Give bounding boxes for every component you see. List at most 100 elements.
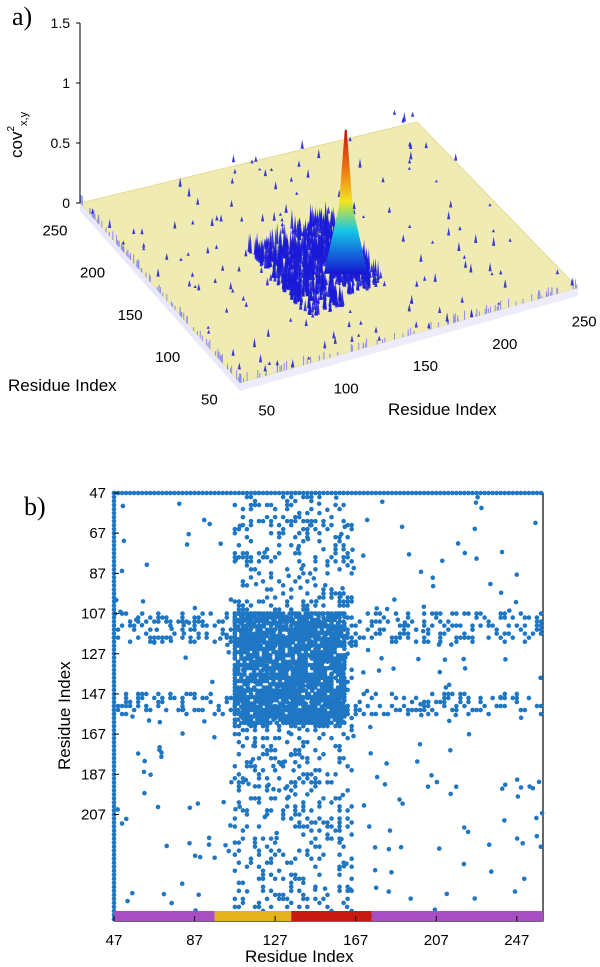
scatter-point xyxy=(333,550,338,556)
scatter-point xyxy=(236,840,242,845)
surface-spike xyxy=(252,337,257,348)
scatter-point xyxy=(351,565,357,571)
scatter-point xyxy=(429,691,435,697)
scatter-point xyxy=(341,719,346,725)
scatter-point xyxy=(235,643,241,649)
scatter-points xyxy=(111,490,545,922)
scatter-point xyxy=(319,681,325,687)
scatter-point xyxy=(288,542,294,548)
scatter-point xyxy=(296,651,302,657)
scatter-point xyxy=(301,563,306,568)
scatter-point xyxy=(240,583,246,588)
scatter-point xyxy=(329,685,334,690)
scatter-point xyxy=(242,694,247,700)
scatter-point xyxy=(258,704,263,710)
scatter-point xyxy=(180,695,185,701)
scatter-point xyxy=(309,696,315,701)
scatter-point xyxy=(248,860,254,866)
scatter-point xyxy=(345,563,350,568)
scatter-point xyxy=(329,710,334,716)
x-tick-label-a: 200 xyxy=(492,336,517,353)
scatter-point xyxy=(240,711,246,717)
scatter-point xyxy=(226,650,232,655)
surface-spike xyxy=(333,289,337,306)
surface-spike xyxy=(190,272,195,277)
scatter-point xyxy=(313,603,318,608)
scatter-point xyxy=(111,808,117,813)
scatter-point xyxy=(474,556,479,561)
scatter-point xyxy=(309,639,314,644)
scatter-point xyxy=(338,688,344,694)
scatter-point xyxy=(448,642,454,647)
scatter-point xyxy=(160,490,165,496)
scatter-point xyxy=(258,707,263,713)
scatter-point xyxy=(534,490,540,496)
scatter-point xyxy=(325,703,330,709)
scatter-point xyxy=(123,695,129,701)
scatter-point xyxy=(252,659,258,665)
scatter-point xyxy=(264,896,270,902)
scatter-point xyxy=(296,646,302,652)
scatter-point xyxy=(280,681,286,687)
scatter-point xyxy=(337,611,342,616)
scatter-point xyxy=(301,615,306,620)
surface-spike xyxy=(352,201,356,210)
surface-spike xyxy=(173,220,177,229)
scatter-point xyxy=(462,611,467,616)
scatter-point xyxy=(268,747,274,753)
scatter-point xyxy=(301,571,306,576)
scatter-point xyxy=(208,490,213,496)
scatter-point xyxy=(314,599,319,604)
scatter-point xyxy=(284,615,290,620)
scatter-point xyxy=(317,530,322,536)
scatter-point xyxy=(322,685,328,690)
scatter-point xyxy=(305,727,310,733)
scatter-point xyxy=(321,675,326,681)
scatter-point xyxy=(305,852,310,857)
scatter-point xyxy=(321,703,326,709)
scatter-point xyxy=(288,611,294,616)
scatter-point xyxy=(276,550,282,556)
scatter-point xyxy=(274,675,280,681)
surface-spike xyxy=(240,216,244,222)
scatter-point xyxy=(382,782,388,787)
scatter-point xyxy=(224,695,230,701)
scatter-point xyxy=(232,685,238,690)
surface-spike xyxy=(300,267,305,279)
scatter-point xyxy=(316,630,321,636)
scatter-point xyxy=(313,727,318,733)
scatter-point xyxy=(235,685,241,690)
scatter-point xyxy=(288,884,294,890)
scatter-point xyxy=(284,860,290,866)
scatter-point xyxy=(216,490,222,496)
scatter-point xyxy=(341,611,346,617)
surface-spike xyxy=(258,167,262,171)
scatter-point xyxy=(280,627,286,632)
scatter-point xyxy=(236,603,242,608)
scatter-point xyxy=(242,611,247,616)
scatter-point xyxy=(243,777,249,783)
scatter-point xyxy=(321,518,326,524)
scatter-point xyxy=(450,691,455,697)
scatter-point xyxy=(442,631,447,636)
scatter-point xyxy=(345,631,350,636)
scatter-point xyxy=(268,872,274,878)
scatter-point xyxy=(393,635,399,640)
scatter-point xyxy=(288,607,294,612)
scatter-point xyxy=(160,639,165,644)
scatter-point xyxy=(264,691,270,697)
surface-spike xyxy=(196,197,200,205)
scatter-point xyxy=(361,711,367,717)
scatter-point xyxy=(240,900,246,906)
scatter-point xyxy=(429,490,435,496)
scatter-point xyxy=(147,707,153,713)
scatter-point xyxy=(292,824,298,829)
scatter-point xyxy=(507,608,512,613)
scatter-point xyxy=(296,694,302,700)
scatter-point xyxy=(293,678,299,684)
surface-spike xyxy=(289,176,293,182)
scatter-point xyxy=(292,876,298,882)
scatter-point xyxy=(325,688,331,694)
scatter-point xyxy=(288,788,294,793)
scatter-point xyxy=(413,490,419,496)
